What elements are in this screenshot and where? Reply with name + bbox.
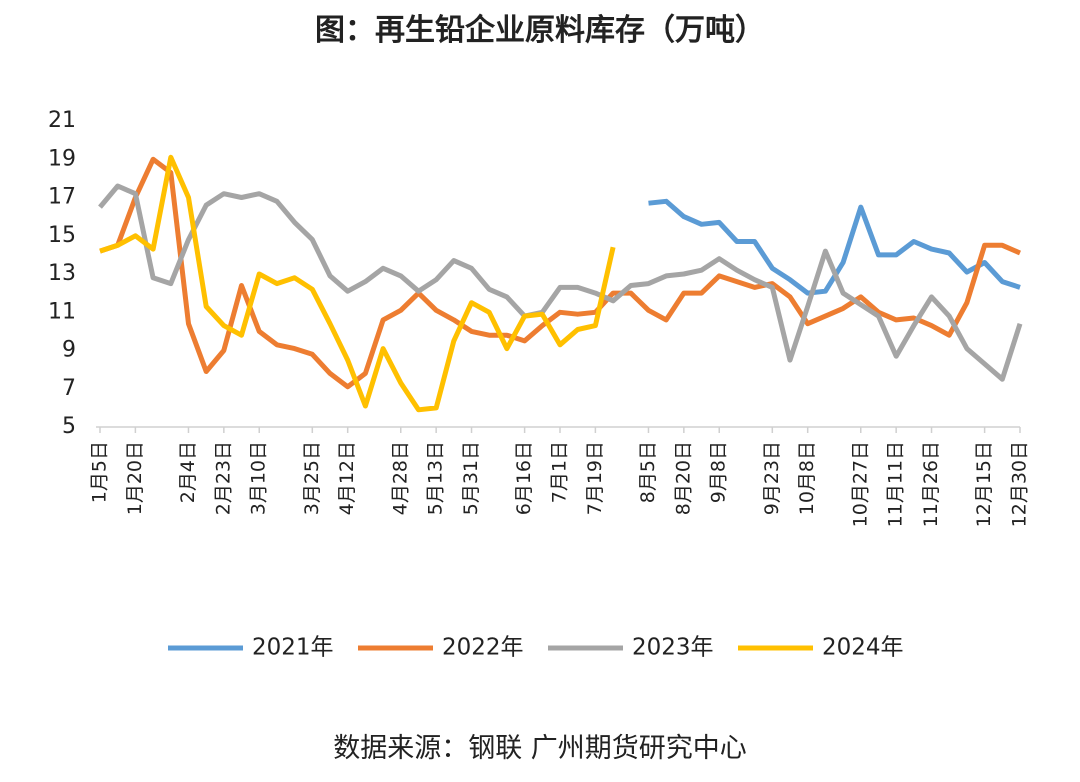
y-tick-label: 19 (48, 146, 76, 171)
legend-label: 2023年 (632, 635, 714, 661)
y-tick-label: 13 (48, 261, 76, 286)
x-tick-label: 8月5日 (637, 441, 659, 503)
legend-item: 2023年 (548, 635, 714, 661)
legend-item: 2021年 (168, 635, 334, 661)
legend-item: 2022年 (358, 635, 524, 661)
y-tick-label: 17 (48, 185, 76, 210)
x-tick-label: 7月1日 (549, 441, 571, 503)
legend-item: 2024年 (738, 635, 904, 661)
x-tick-label: 6月16日 (513, 441, 535, 515)
x-tick-label: 11月11日 (885, 441, 907, 527)
x-tick-label: 9月23日 (761, 441, 783, 515)
x-tick-label: 1月20日 (124, 441, 146, 515)
series-line (99, 154, 616, 413)
x-tick-label: 12月30日 (1009, 441, 1031, 527)
series-line (98, 183, 1023, 382)
x-tick-label: 2月4日 (177, 441, 199, 503)
x-tick-label: 12月15日 (973, 441, 995, 527)
x-tick-label: 8月20日 (672, 441, 694, 515)
series-line (648, 198, 1021, 296)
y-tick-label: 7 (62, 376, 76, 401)
x-tick-label: 9月8日 (708, 441, 730, 503)
y-tick-label: 5 (62, 414, 76, 439)
x-tick-label: 1月5日 (89, 441, 111, 503)
y-tick-label: 9 (62, 338, 76, 363)
x-tick-label: 3月25日 (301, 441, 323, 515)
legend-label: 2024年 (822, 635, 904, 661)
y-tick-label: 15 (48, 223, 76, 248)
legend-label: 2022年 (442, 635, 524, 661)
chart-title: 图：再生铅企业原料库存（万吨） (315, 13, 765, 48)
x-tick-label: 3月10日 (248, 441, 270, 515)
legend-label: 2021年 (252, 635, 334, 661)
x-tick-label: 4月28日 (389, 441, 411, 515)
x-tick-label: 4月12日 (336, 441, 358, 515)
x-tick-label: 5月31日 (460, 441, 482, 515)
x-tick-label: 7月19日 (584, 441, 606, 515)
x-tick-label: 10月27日 (849, 441, 871, 527)
x-tick-label: 5月13日 (425, 441, 447, 515)
series-line (99, 156, 1021, 390)
source: 数据来源：钢联 广州期货研究中心 (333, 733, 747, 764)
x-tick-label: 11月26日 (920, 441, 942, 527)
x-tick-label: 10月8日 (796, 441, 818, 515)
x-tick-label: 2月23日 (212, 441, 234, 515)
y-tick-label: 21 (48, 108, 76, 133)
y-tick-label: 11 (48, 299, 76, 324)
